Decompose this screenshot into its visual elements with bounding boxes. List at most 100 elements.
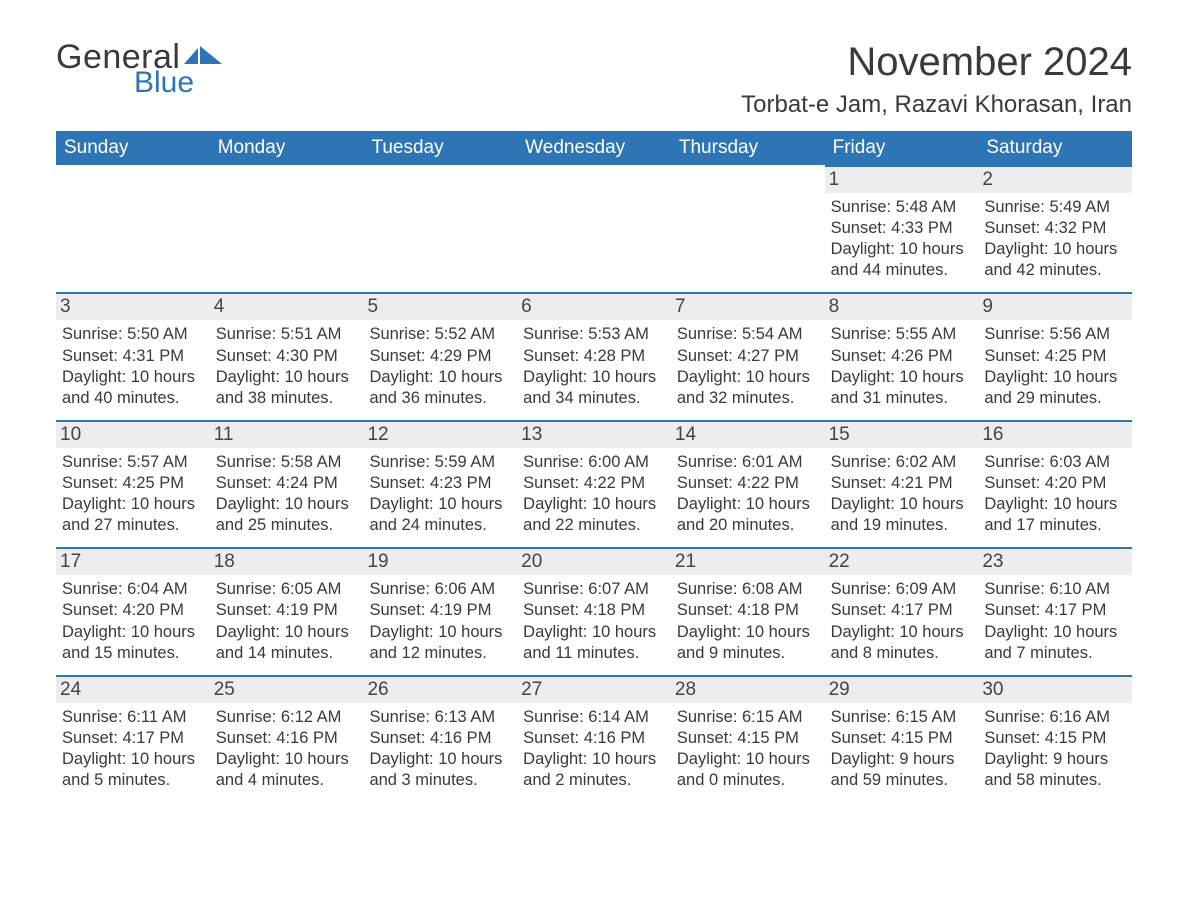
label-sunrise: Sunrise: [216,708,281,726]
day-body: Sunrise: 5:56 AMSunset: 4:25 PMDaylight:… [984,324,1126,408]
calendar-day-cell: 28 Sunrise: 6:15 AMSunset: 4:15 PMDayligh… [671,675,825,801]
day-daylight: Daylight: 10 hours and 12 minutes. [369,622,511,664]
label-sunrise: Sunrise: [62,580,127,598]
day-body: Sunrise: 6:09 AMSunset: 4:17 PMDaylight:… [831,579,973,663]
value-sunrise: 5:52 AM [435,325,496,343]
label-daylight: Daylight: [523,495,592,513]
brand-word2: Blue [134,68,224,98]
value-sunrise: 6:12 AM [281,708,342,726]
weekday-header-row: SundayMondayTuesdayWednesdayThursdayFrid… [56,131,1132,165]
day-sunrise: Sunrise: 5:56 AM [984,324,1126,345]
day-number: 26 [363,675,517,703]
day-daylight: Daylight: 10 hours and 24 minutes. [369,494,511,536]
day-daylight: Daylight: 10 hours and 22 minutes. [523,494,665,536]
day-number: 9 [978,292,1132,320]
day-sunset: Sunset: 4:15 PM [984,728,1126,749]
day-number: 3 [56,292,210,320]
day-sunrise: Sunrise: 5:48 AM [831,197,973,218]
day-sunrise: Sunrise: 6:14 AM [523,707,665,728]
calendar-week-row: 10Sunrise: 5:57 AMSunset: 4:25 PMDayligh… [56,420,1132,547]
day-daylight: Daylight: 10 hours and 25 minutes. [216,494,358,536]
label-sunset: Sunset: [216,474,277,492]
value-sunset: 4:15 PM [891,729,952,747]
day-number: 12 [363,420,517,448]
calendar-day-cell [56,165,210,291]
label-sunset: Sunset: [831,347,892,365]
day-daylight: Daylight: 10 hours and 34 minutes. [523,367,665,409]
day-number: 2 [978,165,1132,193]
label-sunset: Sunset: [62,347,123,365]
label-sunrise: Sunrise: [677,453,742,471]
label-sunset: Sunset: [216,347,277,365]
day-sunset: Sunset: 4:20 PM [984,473,1126,494]
calendar-day-cell: 14Sunrise: 6:01 AMSunset: 4:22 PMDayligh… [671,420,825,546]
day-sunrise: Sunrise: 5:57 AM [62,452,204,473]
day-body: Sunrise: 6:05 AMSunset: 4:19 PMDaylight:… [216,579,358,663]
value-sunset: 4:19 PM [430,601,491,619]
value-sunset: 4:31 PM [123,347,184,365]
day-body: Sunrise: 5:49 AMSunset: 4:32 PMDaylight:… [984,197,1126,281]
day-number: 21 [671,547,825,575]
day-body: Sunrise: 5:52 AMSunset: 4:29 PMDaylight:… [369,324,511,408]
calendar-day-cell [517,165,671,291]
calendar-day-cell: 24Sunrise: 6:11 AMSunset: 4:17 PMDayligh… [56,675,210,801]
weekday-header: Tuesday [363,131,517,165]
day-sunrise: Sunrise: 6:10 AM [984,579,1126,600]
day-sunrise: Sunrise: 5:53 AM [523,324,665,345]
day-sunrise: Sunrise: 6:06 AM [369,579,511,600]
day-body: Sunrise: 5:58 AMSunset: 4:24 PMDaylight:… [216,452,358,536]
title-block: November 2024 Torbat-e Jam, Razavi Khora… [741,40,1132,119]
calendar-day-cell: 2 Sunrise: 5:49 AMSunset: 4:32 PMDaylight… [978,165,1132,291]
weekday-header: Thursday [671,131,825,165]
day-daylight: Daylight: 10 hours and 40 minutes. [62,367,204,409]
day-body: Sunrise: 5:55 AMSunset: 4:26 PMDaylight:… [831,324,973,408]
day-body: Sunrise: 5:48 AMSunset: 4:33 PMDaylight:… [831,197,973,281]
day-body: Sunrise: 6:15 AMSunset: 4:15 PMDaylight:… [677,707,819,791]
value-sunset: 4:27 PM [737,347,798,365]
value-sunrise: 6:15 AM [896,708,957,726]
label-sunset: Sunset: [523,729,584,747]
label-sunset: Sunset: [984,347,1045,365]
label-sunset: Sunset: [831,474,892,492]
label-sunrise: Sunrise: [831,453,896,471]
label-sunrise: Sunrise: [831,325,896,343]
day-number: 17 [56,547,210,575]
value-sunrise: 6:14 AM [588,708,649,726]
day-body: Sunrise: 5:57 AMSunset: 4:25 PMDaylight:… [62,452,204,536]
day-sunset: Sunset: 4:29 PM [369,346,511,367]
day-body: Sunrise: 6:07 AMSunset: 4:18 PMDaylight:… [523,579,665,663]
day-sunrise: Sunrise: 6:04 AM [62,579,204,600]
day-sunrise: Sunrise: 6:13 AM [369,707,511,728]
value-sunrise: 6:04 AM [127,580,188,598]
day-sunset: Sunset: 4:28 PM [523,346,665,367]
label-daylight: Daylight: [677,495,746,513]
label-sunset: Sunset: [369,601,430,619]
value-sunset: 4:26 PM [891,347,952,365]
calendar-week-row: 1Sunrise: 5:48 AMSunset: 4:33 PMDaylight… [56,165,1132,292]
calendar-day-cell: 30Sunrise: 6:16 AMSunset: 4:15 PMDayligh… [978,675,1132,801]
calendar-day-cell: 16Sunrise: 6:03 AMSunset: 4:20 PMDayligh… [978,420,1132,546]
day-daylight: Daylight: 9 hours and 59 minutes. [831,749,973,791]
value-sunset: 4:21 PM [891,474,952,492]
day-sunset: Sunset: 4:18 PM [677,600,819,621]
label-daylight: Daylight: [523,750,592,768]
label-daylight: Daylight: [523,368,592,386]
day-number: 28 [671,675,825,703]
day-sunset: Sunset: 4:22 PM [677,473,819,494]
day-sunset: Sunset: 4:17 PM [62,728,204,749]
value-sunset: 4:16 PM [430,729,491,747]
calendar-day-cell: 27Sunrise: 6:14 AMSunset: 4:16 PMDayligh… [517,675,671,801]
day-sunrise: Sunrise: 6:15 AM [677,707,819,728]
value-sunset: 4:18 PM [737,601,798,619]
day-body: Sunrise: 6:02 AMSunset: 4:21 PMDaylight:… [831,452,973,536]
label-sunset: Sunset: [369,347,430,365]
label-sunrise: Sunrise: [984,198,1049,216]
page-header: General Blue November 2024 Torbat-e Jam,… [56,40,1132,119]
value-sunrise: 6:03 AM [1049,453,1110,471]
label-sunset: Sunset: [523,347,584,365]
value-sunset: 4:20 PM [1045,474,1106,492]
value-sunset: 4:28 PM [584,347,645,365]
label-sunset: Sunset: [677,347,738,365]
day-body: Sunrise: 6:12 AMSunset: 4:16 PMDaylight:… [216,707,358,791]
day-number: 27 [517,675,671,703]
